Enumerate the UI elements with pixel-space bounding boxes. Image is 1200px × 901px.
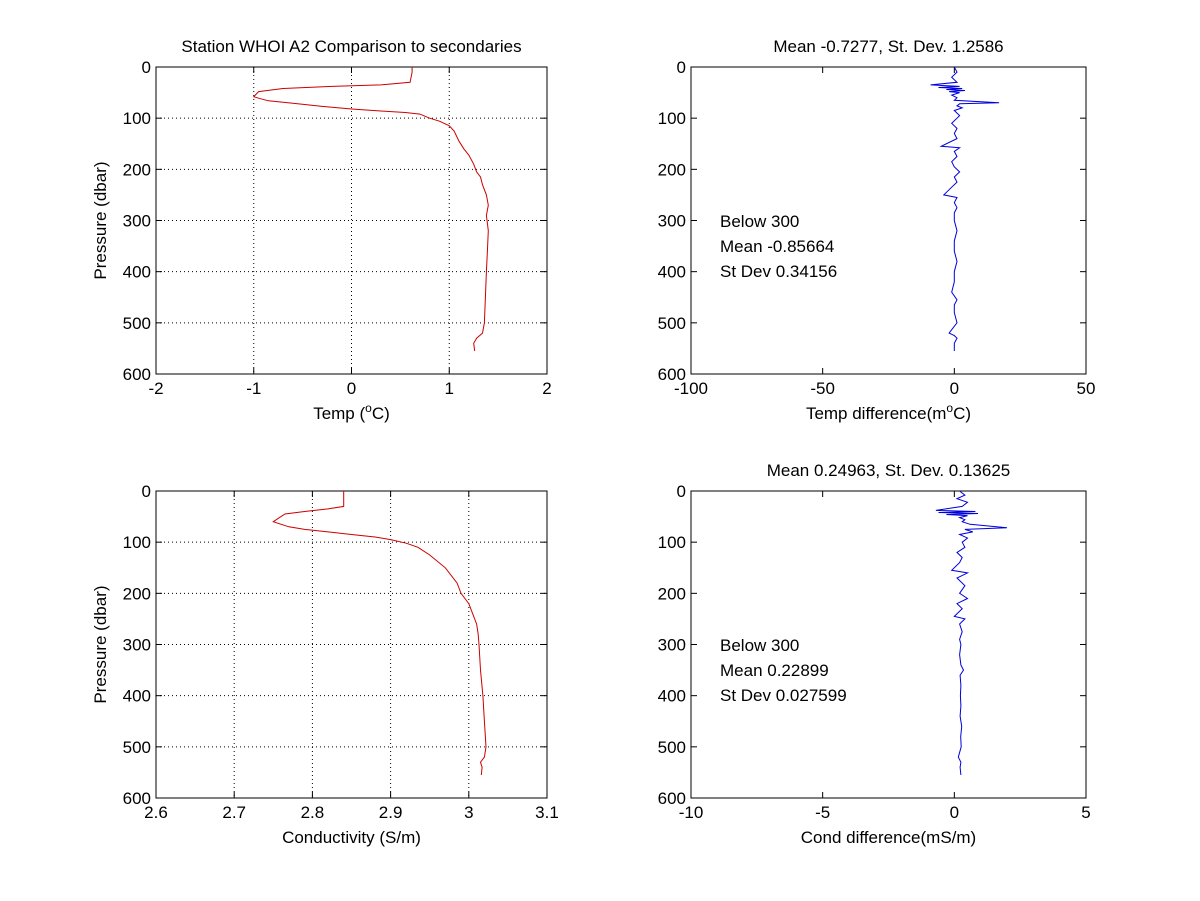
annotation-line: Mean -0.85664 [720, 237, 834, 256]
x-tick-label: -100 [674, 379, 708, 398]
y-tick-label: 500 [658, 314, 686, 333]
y-tick-label: 500 [658, 738, 686, 757]
annotation-line: Below 300 [720, 636, 799, 655]
y-tick-label: 200 [658, 584, 686, 603]
y-axis-label: Pressure (dbar) [91, 161, 110, 279]
y-tick-label: 600 [658, 365, 686, 384]
y-tick-label: 100 [658, 109, 686, 128]
y-tick-label: 0 [677, 58, 686, 77]
axes-box [690, 66, 1087, 375]
plot-title: Mean 0.24963, St. Dev. 0.13625 [767, 461, 1011, 480]
y-tick-label: 500 [123, 738, 151, 757]
x-tick-label: -50 [810, 379, 835, 398]
x-axis-label: Cond difference(mS/m) [801, 828, 976, 847]
y-tick-label: 300 [658, 212, 686, 231]
y-tick-label: 300 [123, 212, 151, 231]
subplot-temp-profile: -2 -1 0 1 2 0 100 200 300 400 500 600 Station WHOI A… [91, 37, 552, 423]
series-line [272, 491, 487, 776]
x-tick-label: 5 [1081, 803, 1090, 822]
subplot-cond-profile: 2.6 2.7 2.8 2.9 3 3.1 0 100 200 300 400 500 600 Condu… [91, 482, 559, 847]
axes-box [155, 490, 548, 799]
annotation-line: St Dev 0.34156 [720, 262, 837, 281]
axes-box [690, 490, 1087, 799]
series-line [252, 67, 489, 352]
y-tick-label: 400 [658, 263, 686, 282]
y-tick-label: 0 [677, 482, 686, 501]
y-tick-label: 300 [123, 636, 151, 655]
annotation-line: Below 300 [720, 212, 799, 231]
x-tick-label: 2.6 [144, 803, 168, 822]
y-tick-label: 200 [123, 584, 151, 603]
plot-title: Station WHOI A2 Comparison to secondarie… [181, 37, 521, 56]
y-tick-label: 100 [123, 533, 151, 552]
x-axis-label: Conductivity (S/m) [282, 828, 421, 847]
x-tick-label: 2.8 [301, 803, 325, 822]
y-tick-label: 600 [658, 789, 686, 808]
x-tick-label: -10 [679, 803, 704, 822]
y-axis-label: Pressure (dbar) [91, 585, 110, 703]
x-tick-label: 3.1 [535, 803, 559, 822]
y-tick-label: 100 [658, 533, 686, 552]
x-tick-label: 2 [542, 379, 551, 398]
plot-title: Mean -0.7277, St. Dev. 1.2586 [773, 37, 1003, 56]
x-tick-label: 2.9 [379, 803, 403, 822]
x-tick-label: 0 [950, 803, 959, 822]
x-tick-label: 0 [347, 379, 356, 398]
x-tick-label: -2 [148, 379, 163, 398]
x-tick-label: 1 [445, 379, 454, 398]
annotation-line: Mean 0.22899 [720, 661, 829, 680]
x-tick-label: -5 [815, 803, 830, 822]
x-tick-label: 2.7 [222, 803, 246, 822]
series-line [935, 490, 1008, 776]
y-tick-label: 600 [123, 789, 151, 808]
series-line [930, 66, 1000, 351]
x-tick-label: 50 [1077, 379, 1096, 398]
axes-box [155, 66, 548, 375]
x-tick-label: 3 [464, 803, 473, 822]
y-tick-label: 200 [658, 160, 686, 179]
y-tick-label: 0 [142, 58, 151, 77]
x-tick-label: -1 [246, 379, 261, 398]
y-tick-label: 300 [658, 636, 686, 655]
y-tick-label: 400 [123, 263, 151, 282]
y-tick-label: 400 [658, 687, 686, 706]
y-tick-label: 400 [123, 687, 151, 706]
y-tick-label: 200 [123, 160, 151, 179]
y-tick-label: 500 [123, 314, 151, 333]
x-axis-label: Temp (oC) [313, 401, 390, 423]
y-tick-label: 100 [123, 109, 151, 128]
x-tick-label: 0 [950, 379, 959, 398]
annotation-line: St Dev 0.027599 [720, 686, 847, 705]
y-tick-label: 600 [123, 365, 151, 384]
y-tick-label: 0 [142, 482, 151, 501]
x-axis-label: Temp difference(moC) [806, 401, 971, 423]
